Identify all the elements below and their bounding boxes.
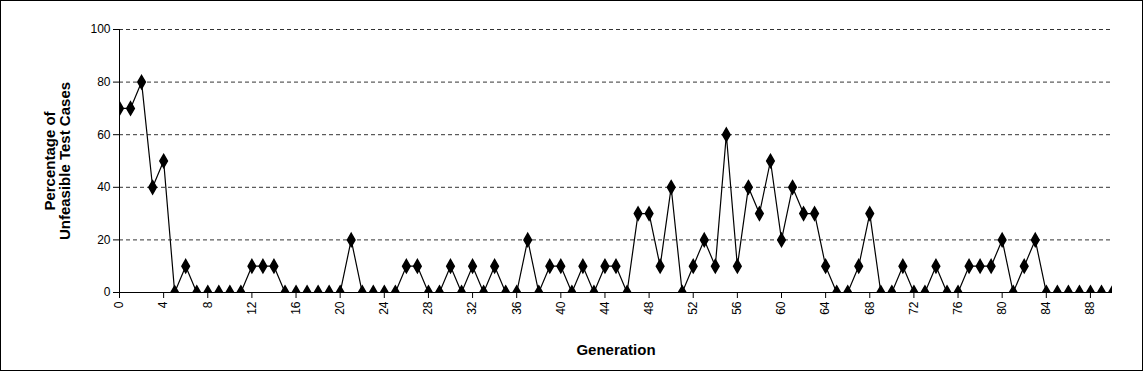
svg-text:100: 100 [90, 22, 110, 36]
svg-text:72: 72 [907, 301, 921, 315]
svg-text:4: 4 [156, 301, 170, 308]
svg-text:32: 32 [465, 301, 479, 315]
svg-text:60: 60 [774, 301, 788, 315]
svg-text:88: 88 [1083, 301, 1097, 315]
svg-text:0: 0 [104, 285, 111, 299]
svg-text:36: 36 [510, 301, 524, 315]
svg-text:52: 52 [686, 301, 700, 315]
svg-text:80: 80 [97, 75, 111, 89]
svg-text:Generation: Generation [576, 341, 655, 358]
svg-text:20: 20 [97, 233, 111, 247]
svg-text:84: 84 [1039, 301, 1053, 315]
svg-text:68: 68 [863, 301, 877, 315]
svg-text:8: 8 [201, 301, 215, 308]
svg-text:80: 80 [995, 301, 1009, 315]
svg-text:76: 76 [951, 301, 965, 315]
svg-text:Percentage ofUnfeasible Test C: Percentage ofUnfeasible Test Cases [41, 82, 73, 240]
svg-text:28: 28 [421, 301, 435, 315]
svg-text:40: 40 [97, 180, 111, 194]
svg-text:44: 44 [598, 301, 612, 315]
svg-text:56: 56 [730, 301, 744, 315]
svg-text:40: 40 [554, 301, 568, 315]
svg-text:16: 16 [289, 301, 303, 315]
svg-text:60: 60 [97, 128, 111, 142]
svg-text:24: 24 [377, 301, 391, 315]
svg-text:20: 20 [333, 301, 347, 315]
svg-text:0: 0 [112, 301, 126, 308]
svg-text:12: 12 [245, 301, 259, 315]
svg-text:48: 48 [642, 301, 656, 315]
svg-text:64: 64 [818, 301, 832, 315]
